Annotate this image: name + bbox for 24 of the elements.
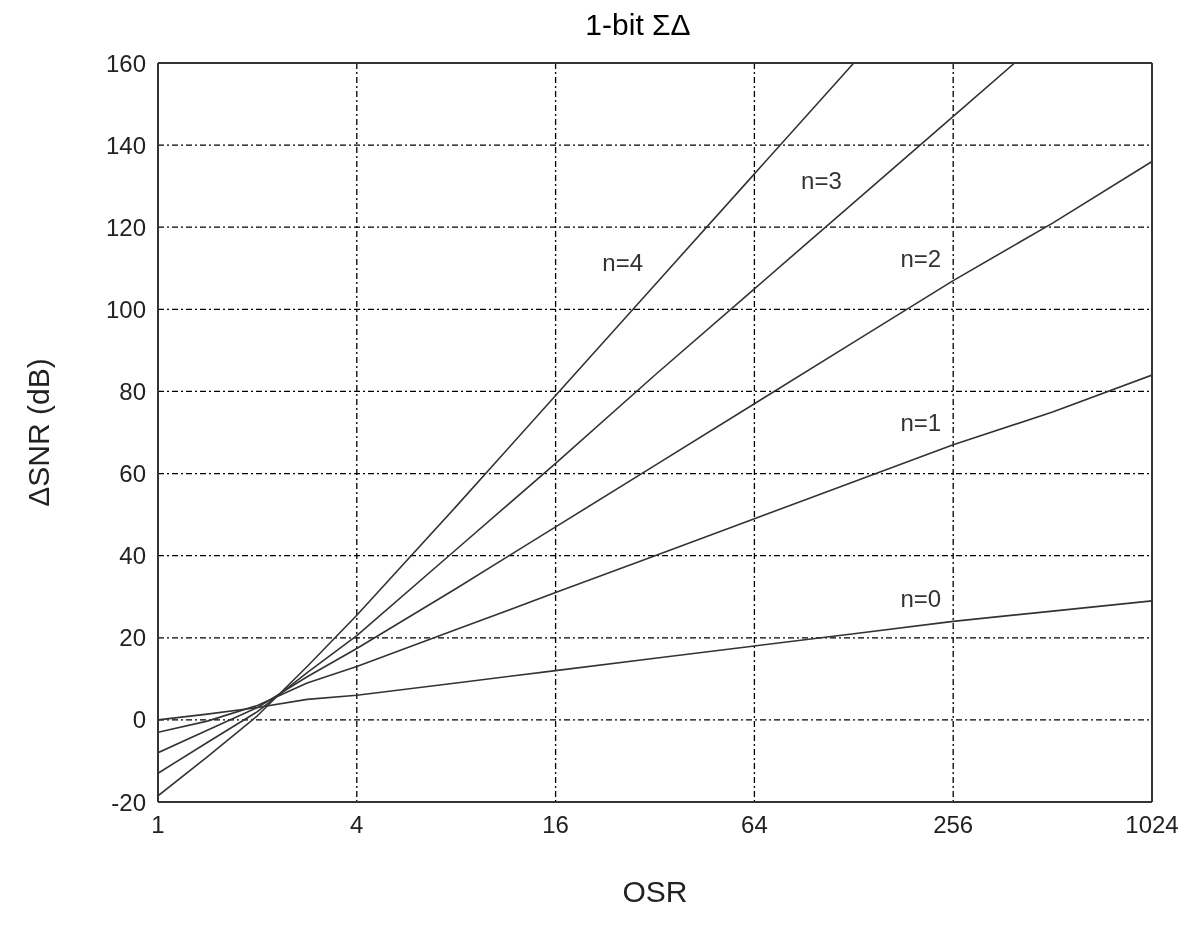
y-tick-label: 20	[119, 624, 146, 652]
y-tick-label: 80	[119, 377, 146, 405]
y-tick-label: 100	[105, 295, 146, 323]
x-axis-title: OSR	[622, 875, 688, 908]
x-tick-label: 64	[741, 811, 768, 839]
series-label: n=3	[801, 166, 842, 194]
y-tick-label: 120	[105, 213, 146, 241]
x-tick-label: 1024	[1125, 811, 1179, 839]
x-tick-label: 16	[542, 811, 569, 839]
x-tick-label: 256	[933, 811, 974, 839]
y-tick-label: 40	[119, 542, 146, 570]
x-tick-label: 4	[350, 811, 364, 839]
series-label: n=4	[602, 248, 643, 276]
x-tick-label: 1	[151, 811, 165, 839]
y-tick-label: 140	[105, 131, 146, 159]
chart-title: 1-bit ΣΔ	[585, 8, 691, 41]
series-label: n=1	[900, 408, 942, 436]
y-tick-label: 0	[132, 706, 146, 734]
series-label: n=0	[900, 585, 942, 613]
y-tick-label: 60	[119, 460, 146, 488]
y-tick-label: 160	[105, 49, 146, 77]
y-axis-title: ΔSNR (dB)	[21, 358, 55, 507]
series-label: n=2	[900, 244, 942, 272]
y-tick-label: -20	[111, 788, 146, 816]
